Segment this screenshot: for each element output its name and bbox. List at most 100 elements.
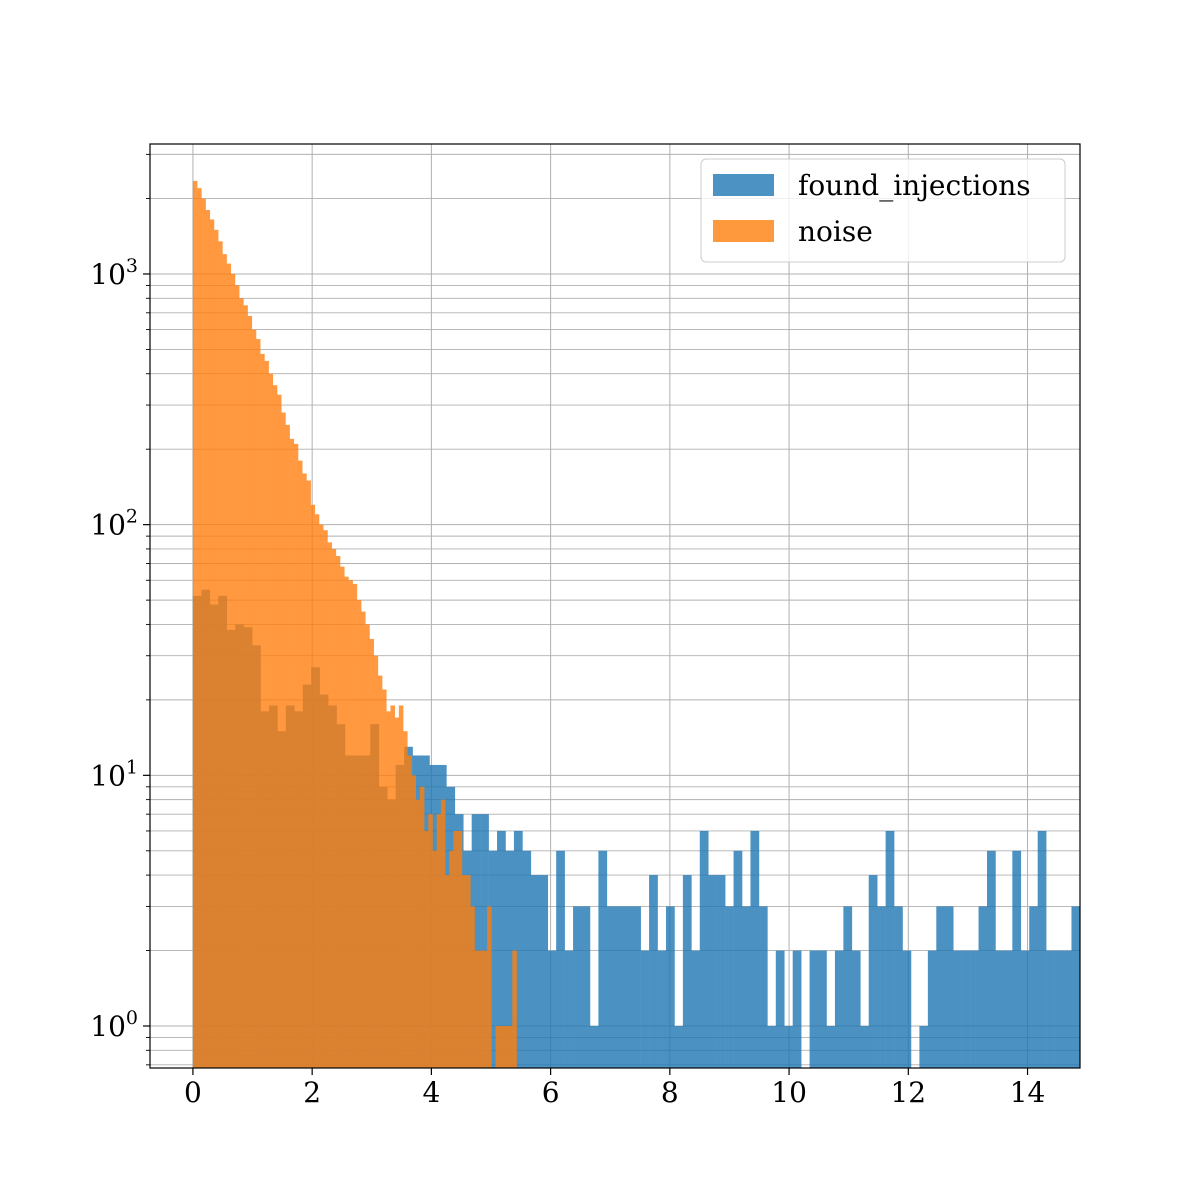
bar-noise <box>340 566 345 1068</box>
bar-found_injections <box>834 950 844 1068</box>
bar-noise <box>499 1026 505 1068</box>
bar-found_injections <box>936 906 946 1068</box>
bar-found_injections <box>927 950 937 1068</box>
bar-found_injections <box>674 1026 684 1068</box>
bar-found_injections <box>758 906 768 1068</box>
bar-noise <box>348 580 353 1068</box>
x-tick-label: 14 <box>1010 1076 1046 1109</box>
bar-noise <box>440 799 446 1068</box>
bar-found_injections <box>978 906 988 1068</box>
bar-found_injections <box>615 906 625 1068</box>
bar-found_injections <box>877 906 886 1068</box>
y-tick-label: 100 <box>90 1007 138 1043</box>
bar-noise <box>503 1026 509 1068</box>
axes-frame <box>149 143 1081 1069</box>
bar-noise <box>382 689 387 1068</box>
histogram-bars <box>192 180 1080 1068</box>
bar-noise <box>449 850 454 1068</box>
bar-noise <box>461 875 467 1068</box>
bar-noise <box>319 524 324 1068</box>
bar-noise <box>369 638 374 1068</box>
bar-noise <box>230 273 236 1068</box>
bar-noise <box>411 775 416 1068</box>
bar-noise <box>201 198 206 1068</box>
bar-noise <box>335 555 341 1068</box>
bar-found_injections <box>986 850 996 1068</box>
axis-ticks: 0 2 4 6 8 10 12 14 100 101 102 103 <box>90 153 1046 1109</box>
bar-found_injections <box>784 1026 793 1068</box>
bar-noise <box>331 548 337 1068</box>
bar-noise <box>272 385 278 1068</box>
bar-noise <box>470 906 475 1068</box>
bar-found_injections <box>708 875 717 1068</box>
bar-noise <box>310 504 316 1068</box>
bar-noise <box>352 583 358 1068</box>
bar-noise <box>293 443 299 1068</box>
bar-noise <box>323 530 328 1068</box>
bar-found_injections <box>547 950 557 1068</box>
bar-noise <box>361 611 366 1068</box>
x-tick-label: 4 <box>422 1076 440 1109</box>
bar-found_injections <box>581 906 591 1068</box>
bar-noise <box>390 705 395 1068</box>
bar-noise <box>306 480 311 1068</box>
bar-found_injections <box>868 875 878 1068</box>
bar-noise <box>482 950 488 1068</box>
bar-found_injections <box>818 950 827 1068</box>
bar-noise <box>234 285 240 1068</box>
legend-box <box>700 158 1066 263</box>
bar-found_injections <box>970 950 979 1068</box>
bar-found_injections <box>750 830 760 1068</box>
bar-found_injections <box>598 850 608 1068</box>
x-tick-label: 10 <box>771 1076 807 1109</box>
bar-found_injections <box>623 906 633 1068</box>
bar-noise <box>251 329 257 1068</box>
bar-found_injections <box>1037 830 1047 1068</box>
bar-noise <box>226 263 232 1068</box>
y-tick-label: 103 <box>90 255 138 291</box>
bar-noise <box>453 830 459 1068</box>
bar-noise <box>377 675 383 1068</box>
bar-found_injections <box>1029 906 1038 1068</box>
bar-noise <box>327 542 332 1068</box>
bar-noise <box>260 353 265 1068</box>
bar-found_injections <box>699 830 709 1068</box>
bar-found_injections <box>1063 950 1072 1068</box>
bar-noise <box>495 1026 501 1068</box>
bar-found_injections <box>497 830 506 1068</box>
bar-noise <box>297 460 303 1068</box>
bar-noise <box>512 950 517 1068</box>
bar-found_injections <box>480 814 489 1068</box>
bar-noise <box>373 655 379 1068</box>
legend-label: noise <box>798 215 873 248</box>
bar-found_injections <box>716 875 726 1068</box>
bar-noise <box>508 1026 513 1068</box>
bar-noise <box>239 298 244 1068</box>
bar-noise <box>218 241 223 1068</box>
bar-found_injections <box>902 950 912 1068</box>
bar-noise <box>466 875 471 1068</box>
bar-noise <box>344 576 349 1068</box>
bar-found_injections <box>657 950 667 1068</box>
bar-found_injections <box>767 1026 777 1068</box>
bar-noise <box>205 209 211 1068</box>
bar-found_injections <box>1012 850 1022 1068</box>
x-tick-label: 6 <box>542 1076 560 1109</box>
x-tick-label: 8 <box>661 1076 679 1109</box>
bar-noise <box>213 229 219 1068</box>
bar-noise <box>243 305 248 1068</box>
bar-noise <box>394 717 400 1068</box>
bar-noise <box>386 711 391 1068</box>
y-tick-label: 101 <box>90 756 138 792</box>
bar-noise <box>302 473 307 1068</box>
bar-found_injections <box>733 850 743 1068</box>
bar-noise <box>487 906 492 1068</box>
bar-noise <box>445 875 450 1068</box>
x-tick-label: 0 <box>184 1076 202 1109</box>
bar-found_injections <box>530 875 540 1068</box>
series-noise <box>192 180 517 1068</box>
bar-noise <box>268 373 274 1068</box>
